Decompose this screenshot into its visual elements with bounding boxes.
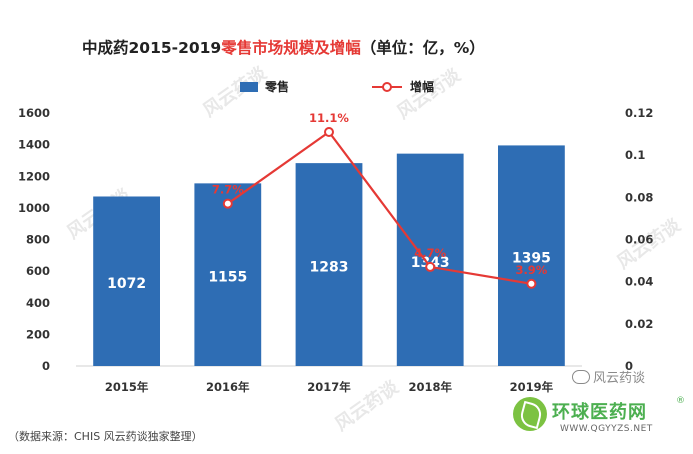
x-axis-tick-label: 2017年 bbox=[307, 380, 351, 394]
left-axis-tick-label: 600 bbox=[26, 264, 50, 278]
left-axis-tick-label: 1000 bbox=[18, 201, 50, 215]
growth-point-label: 11.1% bbox=[309, 111, 349, 125]
growth-line-series: 7.7% 11.1% 4.7% 3.9% bbox=[212, 111, 548, 289]
right-axis-tick-label: 0.06 bbox=[625, 233, 653, 247]
legend-line-label: 增幅 bbox=[410, 79, 434, 94]
growth-point-label: 4.7% bbox=[414, 246, 446, 260]
x-axis-ticks: 2015年 2016年 2017年 2018年 2019年 bbox=[105, 380, 554, 394]
legend-bar-swatch bbox=[240, 82, 258, 92]
right-axis-tick-label: 0.12 bbox=[625, 106, 653, 120]
right-axis-tick-label: 0 bbox=[625, 359, 633, 373]
site-logo-icon bbox=[513, 397, 547, 431]
chart-title-prefix: 中成药2015-2019 bbox=[82, 38, 221, 57]
right-axis-ticks: 0 0.02 0.04 0.06 0.08 0.1 0.12 bbox=[625, 106, 653, 373]
chart-title: 中成药2015-2019零售市场规模及增幅（单位：亿，%） bbox=[82, 38, 485, 57]
data-source-note: （数据来源：CHIS 风云药谈独家整理） bbox=[8, 430, 203, 443]
x-axis-tick-label: 2018年 bbox=[408, 380, 452, 394]
legend: 零售 增幅 bbox=[240, 79, 434, 94]
retail-bar-value-label: 1072 bbox=[107, 276, 146, 292]
growth-point bbox=[222, 198, 233, 209]
retail-bar bbox=[194, 183, 262, 366]
left-axis-tick-label: 0 bbox=[42, 359, 50, 373]
left-axis-tick-label: 200 bbox=[26, 327, 50, 341]
right-axis-tick-label: 0.08 bbox=[625, 190, 653, 204]
wechat-icon bbox=[572, 370, 590, 384]
site-logo-registered-mark: ® bbox=[676, 396, 685, 406]
x-axis-tick-label: 2015年 bbox=[105, 380, 149, 394]
legend-bar-label: 零售 bbox=[264, 79, 289, 94]
left-axis-tick-label: 800 bbox=[26, 233, 50, 247]
left-axis-tick-label: 1200 bbox=[18, 169, 50, 183]
retail-bar-value-label: 1283 bbox=[310, 260, 349, 276]
retail-bar bbox=[295, 163, 363, 366]
site-url: WWW.QGYYZS.NET bbox=[560, 424, 653, 434]
retail-bar-value-label: 1395 bbox=[512, 251, 551, 267]
right-axis-tick-label: 0.1 bbox=[625, 148, 645, 162]
legend-line-marker bbox=[382, 82, 392, 92]
bars bbox=[93, 145, 565, 366]
growth-point-label: 7.7% bbox=[212, 183, 244, 197]
x-axis-tick-label: 2019年 bbox=[510, 380, 554, 394]
growth-point bbox=[526, 278, 537, 289]
retail-bar bbox=[396, 153, 464, 366]
growth-line bbox=[227, 130, 532, 285]
right-axis-tick-label: 0.04 bbox=[625, 275, 653, 289]
growth-point bbox=[425, 261, 436, 272]
retail-bar-value-label: 1155 bbox=[208, 270, 247, 286]
left-axis-tick-label: 1600 bbox=[18, 106, 50, 120]
wechat-account-name: 风云药谈 bbox=[593, 371, 646, 386]
chart-title-suffix: （单位：亿，%） bbox=[361, 38, 485, 57]
retail-bar bbox=[93, 196, 160, 366]
left-axis-tick-label: 400 bbox=[26, 296, 50, 310]
left-axis-tick-label: 1400 bbox=[18, 138, 50, 152]
chart-title-highlight: 零售市场规模及增幅 bbox=[220, 38, 361, 57]
growth-point bbox=[324, 126, 334, 137]
left-axis-ticks: 0 200 400 600 800 1000 1200 1400 1600 bbox=[18, 106, 50, 373]
retail-bar bbox=[498, 145, 565, 366]
growth-point-label: 3.9% bbox=[515, 263, 547, 277]
x-axis-tick-label: 2016年 bbox=[206, 380, 250, 394]
bar-labels: 10721155128313431395 bbox=[107, 251, 551, 293]
site-logo-name: 环球医药网 bbox=[552, 402, 647, 423]
right-axis-tick-label: 0.02 bbox=[625, 317, 653, 331]
